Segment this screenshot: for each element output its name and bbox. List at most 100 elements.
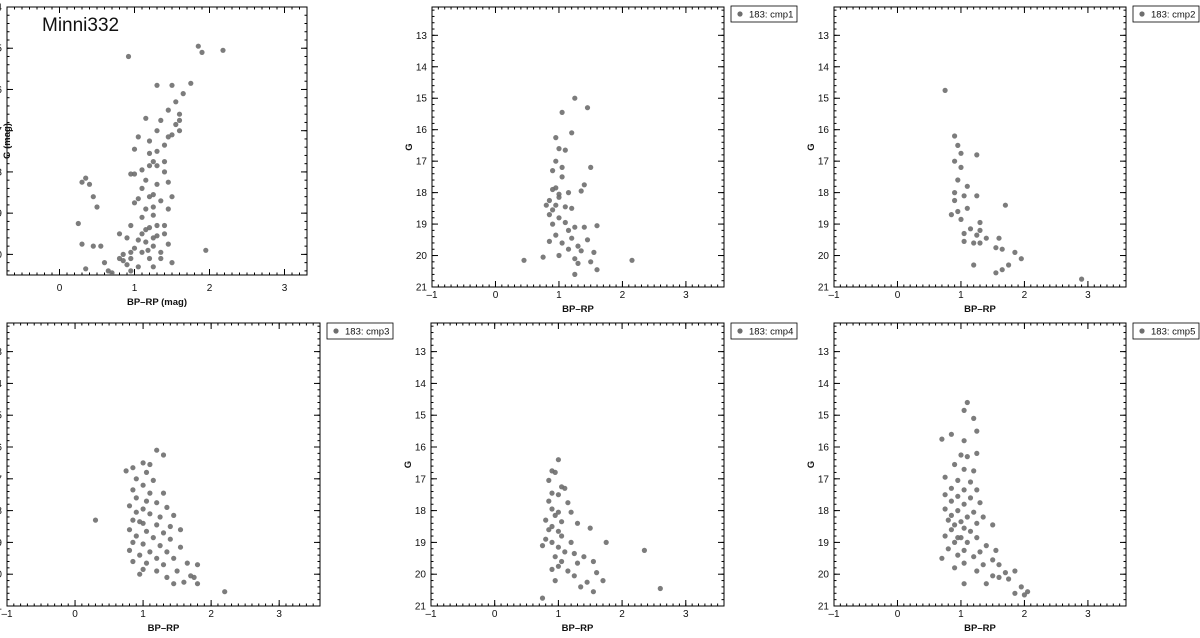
data-point [157,543,163,549]
data-point [133,476,139,482]
x-axis-label: BP–RP [964,304,996,315]
data-point [948,212,955,218]
data-point [133,495,139,501]
data-point [135,264,141,270]
data-point [105,268,111,274]
y-tick-label: 13 [0,347,2,358]
chart-panel-1: 0 1 2 3 14 15 16 17 18 19 20 BP–RP (mag) G (mag) Minn… [0,3,308,308]
data-point [154,128,160,134]
y-tick-label: 18 [818,188,830,199]
plot-frame [833,322,1127,607]
legend: 183: cmp1 [730,5,798,23]
x-axis-label: BP–RP [562,304,594,315]
data-point [549,566,555,573]
data-point [574,520,581,526]
data-point [955,208,961,215]
data-point [169,260,175,266]
x-tick-label: 1 [958,290,964,301]
data-point [553,232,559,238]
data-point [948,485,955,491]
data-point [600,578,606,584]
x-axis-label: BP–RP [964,623,996,633]
data-point [154,522,160,528]
data-point [971,262,977,268]
y-tick-label: 14 [0,379,2,390]
data-point [160,562,167,568]
data-point [553,158,559,164]
y-tick-label: 13 [818,31,830,42]
data-point [128,255,134,262]
data-point [140,482,146,488]
data-point [999,246,1005,252]
data-point [578,584,584,590]
data-point [955,552,961,558]
data-point [942,533,948,539]
data-point [942,474,948,480]
data-point [939,555,945,561]
data-point [974,520,980,526]
data-point [137,552,143,558]
data-point [550,221,556,227]
data-point [154,500,160,506]
y-tick-label: 14 [415,379,427,390]
data-point [977,227,983,233]
data-point [154,568,160,574]
data-point [145,247,151,253]
data-point [150,535,156,541]
chart-panel-2: –1 0 1 2 3 13 14 15 16 17 18 19 20 21 BP–RP G 183: cmp1 [404,5,798,315]
data-point [974,535,980,541]
data-point [167,536,173,542]
legend: 183: cmp3 [326,322,394,340]
data-point [955,493,961,499]
data-point [955,535,961,541]
data-point [92,517,99,523]
data-point [165,241,171,247]
data-point [546,527,552,533]
data-point [140,566,146,573]
y-tick-label: 19 [0,538,2,549]
data-point [942,506,948,512]
data-point [195,43,201,49]
data-point [549,506,555,512]
data-point [556,194,562,200]
data-point [559,533,565,539]
data-point [222,589,228,595]
data-point [961,560,967,566]
data-point [83,266,89,272]
y-tick-label: 19 [415,538,427,549]
data-point [555,544,562,550]
x-tick-label: 0 [57,283,63,294]
data-point [974,428,980,434]
data-point [116,231,123,237]
x-tick-label: 1 [556,609,562,620]
data-point [964,514,970,520]
data-point [961,238,967,244]
data-point [974,487,980,493]
data-point [546,212,553,218]
data-point [961,547,967,554]
x-tick-label: 0 [895,290,901,301]
data-point [996,562,1002,568]
data-point [549,490,555,496]
data-point [143,206,149,212]
data-point [961,407,967,413]
data-point [964,399,970,406]
data-point [952,133,958,139]
data-point [150,243,156,249]
data-point [948,431,955,437]
chart-title: Minni332 [42,15,119,36]
y-axis-label: G [806,143,817,150]
y-tick-label: 16 [415,443,427,454]
data-point [553,202,559,208]
data-point [971,240,977,246]
data-point [550,207,556,213]
y-tick-label: 20 [0,250,2,261]
data-point [568,539,574,546]
data-point [952,190,958,196]
data-point [955,177,961,183]
data-point [961,487,967,493]
y-tick-label: 15 [416,94,428,105]
data-point [128,222,134,229]
data-point [176,117,183,123]
